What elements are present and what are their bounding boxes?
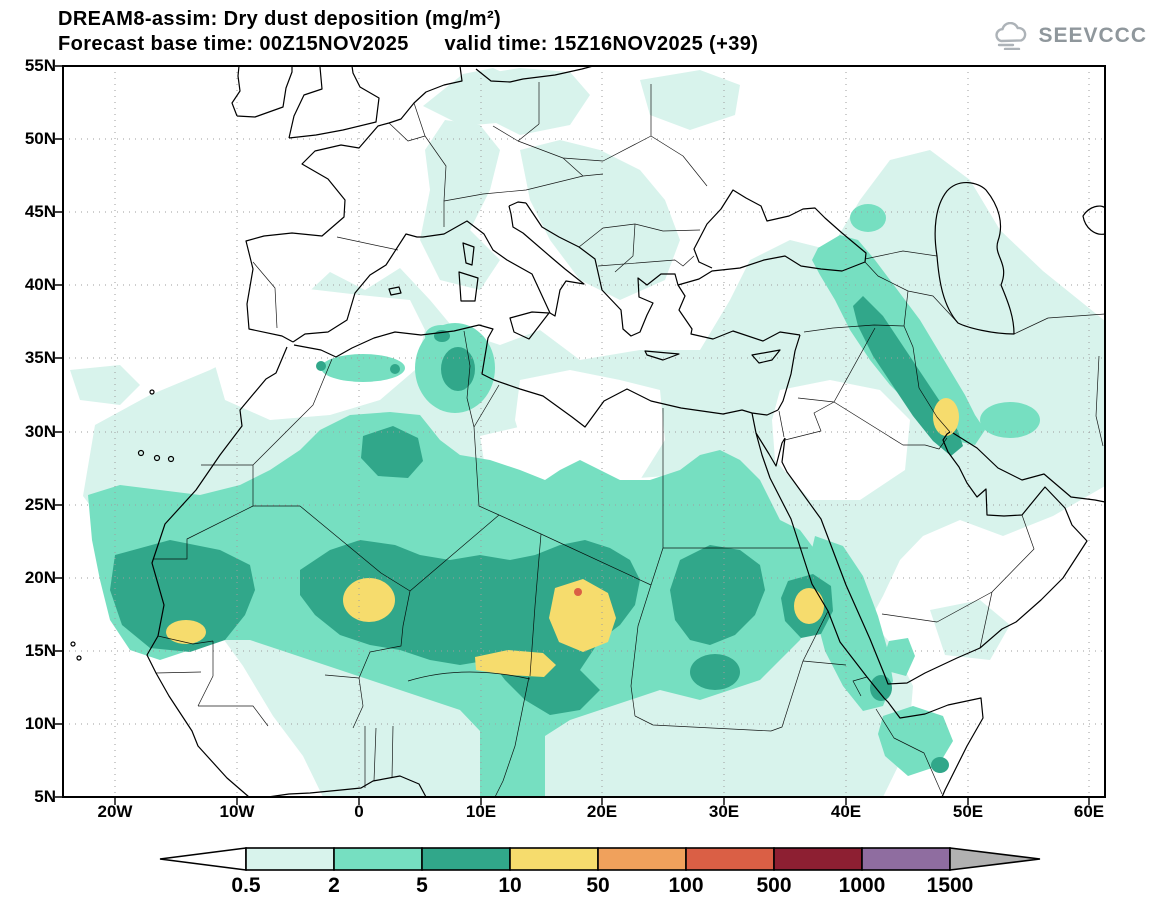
- lat-label: 40N: [24, 275, 56, 294]
- colorbar: [159, 847, 1041, 871]
- dust-map-svg: [55, 65, 1106, 805]
- colorbar-segment-2: [333, 847, 423, 871]
- lon-label: 10W: [219, 802, 255, 821]
- colorbar-arrow-left: [159, 847, 247, 871]
- lat-label: 50N: [24, 129, 56, 148]
- colorbar-level-label: 100: [668, 874, 704, 897]
- colorbar-segment-4: [509, 847, 599, 871]
- lon-label: 40E: [830, 802, 862, 821]
- colorbar-segment-6: [685, 847, 775, 871]
- gridlines: [63, 66, 1105, 797]
- colorbar-level-label: 50: [586, 874, 610, 897]
- lat-label: 5N: [34, 787, 56, 806]
- colorbar-level-label: 2: [328, 874, 340, 897]
- lat-label: 10N: [24, 714, 56, 733]
- lat-label: 45N: [24, 202, 56, 221]
- title-line-2: Forecast base time: 00Z15NOV2025 valid t…: [58, 33, 759, 55]
- colorbar-segment-3: [421, 847, 511, 871]
- lat-label: 35N: [24, 348, 56, 367]
- colorbar-level-label: 500: [756, 874, 792, 897]
- lat-label: 55N: [24, 56, 56, 75]
- axis-ticks: [55, 65, 1090, 805]
- title-line-1: DREAM8-assim: Dry dust deposition (mg/m²…: [58, 8, 502, 30]
- cloud-icon: [995, 22, 1027, 50]
- colorbar-segment-1: [245, 847, 335, 871]
- colorbar-level-label: 1000: [838, 874, 886, 897]
- colorbar-level-label: 10: [498, 874, 522, 897]
- map-frame: [62, 65, 1106, 798]
- dust-local-max-dot: [574, 588, 582, 596]
- coastlines: [70, 65, 1106, 798]
- lon-label: 20E: [586, 802, 618, 821]
- colorbar-level-label: 0.5: [231, 874, 261, 897]
- lon-label: 60E: [1073, 802, 1105, 821]
- lon-label: 50E: [952, 802, 984, 821]
- country-borders: [153, 82, 1106, 798]
- lon-label: 30E: [708, 802, 740, 821]
- colorbar-level-label: 5: [416, 874, 428, 897]
- seevccc-logo: SEEVCCC: [991, 22, 1147, 50]
- colorbar-segment-7: [773, 847, 863, 871]
- logo-text: SEEVCCC: [1038, 24, 1147, 47]
- lon-label: 20W: [97, 802, 133, 821]
- lat-label: 15N: [24, 641, 56, 660]
- colorbar-segment-5: [597, 847, 687, 871]
- lon-label: 10E: [465, 802, 497, 821]
- lon-label: 0: [354, 802, 364, 821]
- dust-level-10: [166, 398, 959, 677]
- lat-label: 25N: [24, 495, 56, 514]
- colorbar-level-label: 1500: [926, 874, 974, 897]
- lat-label: 30N: [24, 422, 56, 441]
- colorbar-arrow-right: [949, 847, 1041, 871]
- colorbar-segment-8: [861, 847, 951, 871]
- lat-label: 20N: [24, 568, 56, 587]
